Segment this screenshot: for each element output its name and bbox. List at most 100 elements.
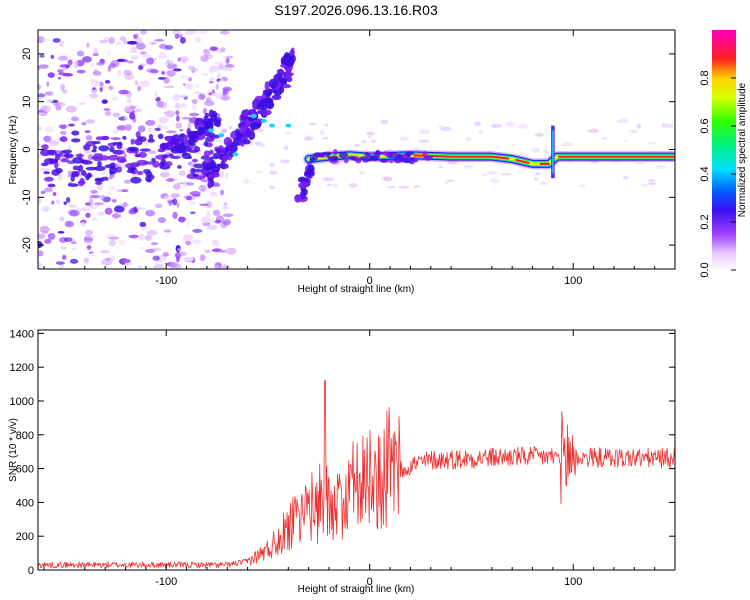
band-blob <box>122 135 127 140</box>
faint-blob <box>656 164 666 170</box>
noise-blob <box>38 261 42 268</box>
band-blob <box>145 175 151 182</box>
band-blob <box>54 153 61 161</box>
noise-blob <box>154 39 165 42</box>
band-blob <box>210 155 220 160</box>
noise-blob <box>71 130 80 136</box>
noise-blob <box>219 189 225 196</box>
band-blob <box>203 140 209 147</box>
noise-blob <box>65 197 71 203</box>
noise-blob <box>112 112 120 118</box>
noise-blob <box>38 84 42 90</box>
noise-blob <box>99 58 106 64</box>
band-blob <box>193 163 206 169</box>
noise-blob <box>45 126 54 133</box>
noise-blob <box>39 167 50 172</box>
faint-blob <box>647 142 658 145</box>
streak-blob <box>262 109 272 116</box>
noise-blob <box>99 81 104 87</box>
faint-blob <box>332 183 338 188</box>
noise-blob <box>38 197 42 204</box>
faint-blob <box>269 170 278 175</box>
ridge-wobble <box>406 152 411 158</box>
snr-series-line <box>38 380 675 569</box>
band-blob <box>83 144 91 151</box>
band-blob <box>139 148 151 152</box>
noise-blob <box>84 202 91 206</box>
faint-blob <box>587 128 600 133</box>
faint-blob <box>279 159 291 164</box>
noise-blob <box>222 219 231 226</box>
noise-blob <box>224 172 229 179</box>
noise-blob <box>192 228 203 233</box>
noise-blob <box>134 33 139 37</box>
noise-blob <box>128 234 139 239</box>
noise-blob <box>166 69 176 77</box>
noise-blob <box>164 61 169 67</box>
noise-blob <box>177 248 183 252</box>
band-blob <box>127 146 139 152</box>
faint-blob <box>418 139 430 143</box>
noise-blob <box>145 209 156 217</box>
highlight-blob <box>269 123 276 128</box>
spectrogram-plot-area <box>38 30 675 269</box>
streak-blob <box>258 100 265 109</box>
ridge-wobble <box>347 155 355 160</box>
colorbar-tick-label-3: 0.6 <box>699 118 711 133</box>
noise-blob <box>76 50 85 57</box>
noise-blob <box>38 126 42 131</box>
noise-blob <box>85 119 95 124</box>
noise-blob <box>108 85 114 91</box>
noise-blob <box>100 194 105 200</box>
faint-blob <box>489 178 501 183</box>
noise-blob <box>199 203 209 207</box>
noise-blob <box>76 69 86 74</box>
noise-blob <box>60 102 66 107</box>
noise-blob <box>68 123 75 127</box>
streak-blob <box>306 169 312 176</box>
band-blob <box>181 152 192 160</box>
noise-blob <box>178 170 186 176</box>
band-blob <box>85 175 90 181</box>
noise-blob <box>85 135 93 141</box>
highlight-blob <box>207 128 214 133</box>
noise-blob <box>187 65 195 70</box>
streak-blob <box>264 81 270 91</box>
noise-blob <box>68 204 78 208</box>
noise-blob <box>89 252 95 257</box>
streak-blob <box>281 59 289 64</box>
band-blob <box>70 175 75 182</box>
streak-blob <box>271 94 282 101</box>
faint-blob <box>664 123 675 129</box>
noise-blob <box>116 58 126 62</box>
streak-blob <box>252 101 257 112</box>
noise-blob <box>39 54 45 58</box>
faint-blob <box>534 132 544 137</box>
noise-blob <box>184 83 194 90</box>
streak-blob <box>301 188 308 196</box>
noise-blob <box>210 65 221 73</box>
noise-blob <box>96 183 104 191</box>
noise-blob <box>127 60 134 64</box>
highlight-blob <box>250 114 257 119</box>
noise-blob <box>214 219 222 224</box>
noise-blob <box>60 246 67 250</box>
faint-blob <box>322 177 334 182</box>
noise-blob <box>157 76 166 80</box>
noise-blob <box>86 244 92 251</box>
noise-blob <box>170 59 174 66</box>
colorbar-ticks: 0.0 0.2 0.4 0.6 0.8 <box>699 70 736 278</box>
noise-blob <box>45 98 54 103</box>
faint-blob <box>647 182 657 186</box>
noise-blob <box>179 37 186 44</box>
band-blob <box>206 132 216 138</box>
noise-blob <box>51 200 55 205</box>
noise-blob <box>218 63 224 70</box>
streak-blob <box>242 139 251 145</box>
noise-blob <box>198 93 206 100</box>
streak-blob <box>215 119 221 128</box>
noise-blob <box>183 180 187 188</box>
